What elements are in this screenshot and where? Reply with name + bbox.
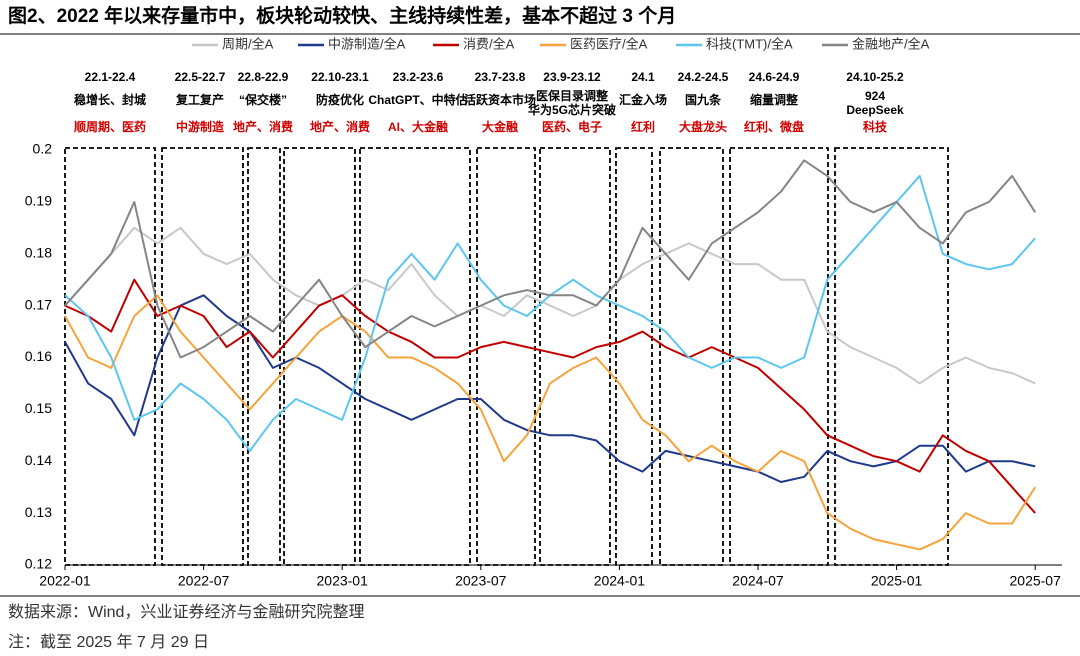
period-label: 24.10-25.2 [846,70,904,84]
theme-label: 医保目录调整 [536,88,608,103]
sector-label: 地产、消费 [310,119,370,134]
note: 注：截至 2025 年 7 月 29 日 [8,633,209,651]
period-label: 23.7-23.8 [475,70,526,84]
theme-label: 复工复产 [175,92,224,107]
sector-label: 红利、微盘 [744,119,804,134]
x-tick-label: 2024-07 [732,573,784,589]
series-line [64,159,1037,359]
period-label: 22.5-22.7 [175,70,226,84]
period-box [834,147,949,566]
period-box [64,147,156,566]
y-tick-label: 0.12 [25,556,52,572]
x-tick-label: 2023-01 [317,573,369,589]
period-label: 22.8-22.9 [238,70,289,84]
theme-label: 汇金入场 [619,92,667,107]
y-tick-label: 0.17 [25,296,52,312]
period-label: 23.9-23.12 [543,70,601,84]
period-box [539,147,611,566]
y-tick-label: 0.2 [33,141,53,157]
period-box [161,147,244,566]
sector-label: AI、大金融 [388,119,448,134]
theme-label: 缩量调整 [750,92,798,107]
legend-label: 周期/全A [222,36,274,51]
y-tick-label: 0.18 [25,244,52,260]
series-line [64,226,1036,385]
period-label: 22.1-22.4 [85,70,136,84]
x-tick-label: 2024-01 [594,573,646,589]
sector-label: 中游制造 [176,119,225,134]
x-tick-label: 2023-07 [455,573,507,589]
sector-label: 顺周期、医药 [74,119,146,134]
series-line [64,294,1037,551]
theme-label: 防疫优化 [316,92,364,107]
x-tick-label: 2025-07 [1010,573,1062,589]
period-box [729,147,829,566]
theme-label: 华为5G芯片突破 [528,102,616,117]
period-label: 24.2-24.5 [678,70,729,84]
x-tick-label: 2022-01 [39,573,91,589]
period-box [247,147,281,566]
period-label: 24.1 [631,70,655,84]
legend-label: 医药医疗/全A [570,36,648,51]
y-tick-label: 0.13 [25,504,52,520]
period-label: 24.6-24.9 [749,70,800,84]
sector-label: 大盘龙头 [679,119,727,134]
period-label: 22.10-23.1 [311,70,369,84]
legend-label: 科技(TMT)/全A [706,36,793,51]
theme-label: DeepSeek [846,103,904,117]
y-tick-label: 0.14 [25,452,52,468]
theme-label: 活跃资本市场 [464,92,536,107]
period-box [476,147,536,566]
x-tick-label: 2022-07 [178,573,230,589]
y-tick-label: 0.15 [25,400,52,416]
sector-label: 科技 [863,119,888,134]
theme-label: 924 [865,89,885,103]
period-box [615,147,653,566]
series-line [64,278,1036,514]
legend-label: 中游制造/全A [328,36,406,51]
chart-title: 图2、2022 年以来存量市中，板块轮动较快、主线持续性差，基本不超过 3 个月 [8,4,676,27]
period-box [283,147,356,566]
series-line [64,174,1036,452]
source: 数据来源：Wind，兴业证券经济与金融研究院整理 [8,603,364,621]
theme-label: ChatGPT、中特估 [368,92,467,107]
sector-label: 地产、消费 [233,119,293,134]
period-label: 23.2-23.6 [393,70,444,84]
series-line [64,294,1036,483]
sector-label: 大金融 [482,119,518,134]
legend-label: 消费/全A [463,36,515,51]
sector-label: 医药、电子 [542,119,602,134]
legend-label: 金融地产/全A [852,36,930,51]
theme-label: “保交楼” [239,92,287,107]
y-tick-label: 0.16 [25,348,52,364]
x-tick-label: 2025-01 [871,573,923,589]
y-tick-label: 0.19 [25,193,52,209]
theme-label: 国九条 [685,92,722,107]
theme-label: 稳增长、封城 [74,92,146,107]
sector-label: 红利 [631,119,655,134]
